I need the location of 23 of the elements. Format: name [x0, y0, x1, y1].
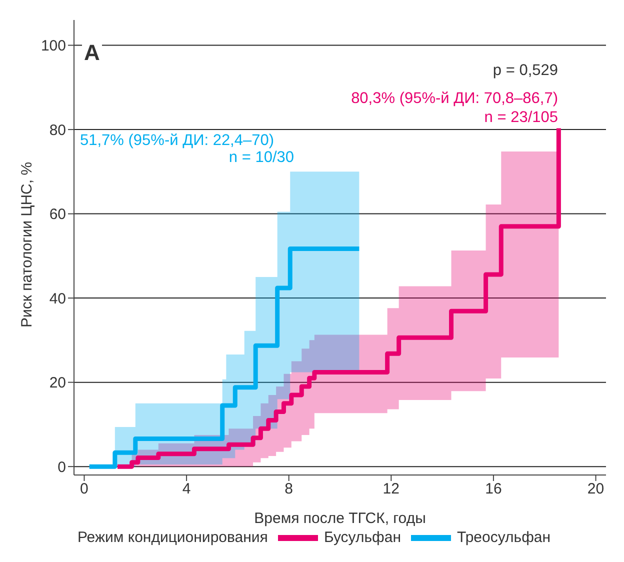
x-tick-label: 12 [382, 480, 400, 498]
annotation: 51,7% (95%-й ДИ: 22,4–70) [78, 132, 276, 150]
y-axis-title: Риск патологии ЦНС, % [18, 162, 36, 328]
annotation: A [83, 40, 101, 65]
x-tick-label: 20 [587, 480, 604, 498]
y-tick-label: 80 [49, 122, 66, 139]
x-tick-label: 8 [284, 480, 294, 498]
legend-title: Режим кондиционирования [77, 529, 268, 546]
x-tick-label: 16 [485, 480, 502, 498]
x-tick-label: 0 [80, 480, 88, 498]
annotation: p = 0,529 [490, 62, 560, 80]
y-tick-label: 40 [49, 290, 66, 308]
y-tick-label: 20 [49, 374, 66, 392]
x-tick-label: 4 [182, 480, 191, 498]
legend-label: Бусульфан [324, 529, 401, 546]
annotation: n = 10/30 [226, 149, 296, 167]
annotation: n = 23/105 [482, 109, 560, 127]
x-axis-title: Время после ТГСК, годы [254, 510, 426, 527]
y-tick-label: 60 [49, 206, 66, 224]
annotation: 80,3% (95%-й ДИ: 70,8–86,7) [349, 90, 560, 108]
y-tick-label: 0 [58, 458, 66, 476]
legend-label: Треосульфан [457, 529, 551, 546]
y-tick-label: 100 [40, 38, 66, 55]
